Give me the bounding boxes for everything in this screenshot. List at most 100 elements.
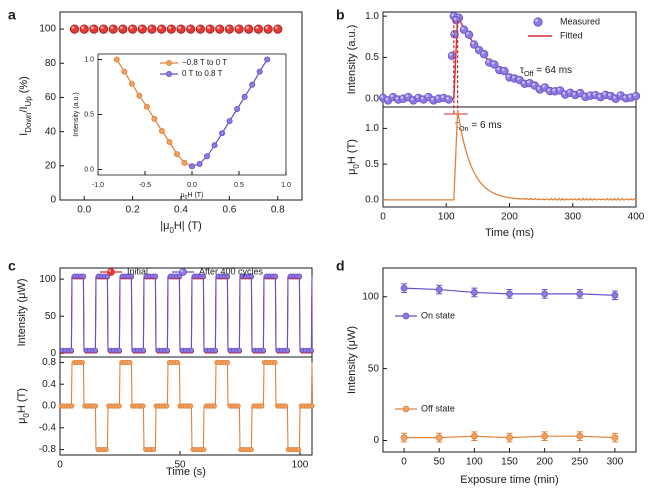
point-highlight (149, 26, 152, 30)
d-x-tick-label: 300 (607, 457, 624, 468)
point-highlight (430, 97, 434, 101)
point-highlight (537, 86, 540, 90)
c-field-point (248, 446, 254, 453)
b-top-y-tick-label: 0.0 (365, 93, 379, 104)
a-inset-point (234, 106, 241, 113)
point-highlight (395, 96, 399, 100)
point-highlight (633, 93, 636, 97)
point-highlight (453, 17, 457, 21)
d-y-tick-label: 50 (368, 363, 380, 374)
point-highlight (400, 96, 404, 99)
d-data-point (576, 432, 584, 440)
b-bottom-y-tick-label: 0.5 (365, 159, 379, 170)
point-highlight (562, 91, 566, 95)
a-inset-y-tick-label: 0.0 (84, 166, 94, 173)
b-x-tick-label: 0 (380, 212, 386, 223)
point-highlight (527, 80, 530, 84)
d-y-tick-label: 100 (362, 291, 379, 302)
a-inset-point (226, 118, 233, 125)
point-highlight (110, 26, 114, 30)
c-intensity-line-0 (60, 276, 313, 352)
point-highlight (108, 269, 111, 272)
point-highlight (516, 77, 520, 81)
c-intensity-point (296, 273, 302, 279)
d-data-point (541, 290, 549, 298)
point-highlight (265, 26, 269, 30)
a-inset-point (196, 160, 203, 167)
c-intensity-point (212, 347, 218, 353)
c-field-point (140, 403, 146, 409)
a-x-tick-label: 0.6 (222, 205, 236, 216)
point-highlight (532, 82, 535, 86)
d-data-point (435, 434, 443, 442)
c-intensity-point (68, 347, 75, 353)
c-intensity-point (128, 273, 134, 279)
a-ratio-point (79, 24, 89, 34)
d-x-tick-label: 50 (434, 457, 446, 468)
point-highlight (245, 26, 249, 30)
point-highlight (180, 269, 183, 272)
c-intensity-point (236, 347, 242, 353)
a-y-tick-label: 40 (45, 126, 57, 137)
point-highlight (557, 87, 561, 91)
b-top-y-tick-label: 0.5 (365, 52, 379, 63)
c-top-y-tick-label: 50 (45, 311, 57, 322)
panel-letter-d: d (336, 258, 345, 274)
d-legend-marker (402, 405, 410, 413)
d-data-point (506, 290, 513, 298)
a-ratio-point (244, 24, 254, 34)
point-highlight (425, 94, 429, 98)
point-highlight (446, 96, 449, 100)
c-intensity-point (260, 347, 266, 353)
point-highlight (522, 81, 525, 84)
a-inset-point (136, 92, 143, 99)
a-ratio-point (176, 24, 186, 34)
point-highlight (139, 26, 143, 30)
c-top-y-tick-label: 100 (39, 274, 56, 285)
point-highlight (71, 26, 75, 30)
point-highlight (587, 92, 591, 96)
point-highlight (451, 13, 454, 17)
a-legend-label: 0 T to 0.8 T (182, 69, 223, 78)
c-field-point (211, 403, 217, 409)
c-bottom-y-tick-label: 0.4 (42, 379, 56, 390)
a-ratio-point (98, 24, 109, 34)
c-field-point (174, 359, 180, 366)
panel-letter-b: b (336, 7, 345, 23)
c-intensity-line-1 (60, 275, 313, 351)
c-field-point (116, 403, 122, 409)
d-data-point (541, 432, 549, 440)
point-highlight (608, 93, 611, 97)
d-data-point (400, 284, 408, 292)
a-ratio-point (273, 24, 283, 34)
point-highlight (100, 26, 104, 30)
b-x-axis-label: Time (ms) (485, 227, 534, 239)
point-highlight (506, 74, 510, 78)
point-highlight (216, 26, 220, 30)
point-highlight (471, 41, 475, 45)
a-y-axis-label: IDown/IUp (%) (18, 76, 33, 136)
a-inset-x-tick-label: 0.0 (187, 182, 197, 189)
a-ratio-point (108, 24, 118, 34)
c-field-point (201, 446, 207, 453)
d-x-tick-label: 100 (466, 457, 483, 468)
a-ratio-point (263, 24, 273, 34)
c-field-point (272, 359, 278, 366)
point-highlight (481, 51, 485, 55)
a-ratio-point (186, 24, 196, 34)
d-data-point (611, 434, 619, 442)
a-ratio-point (215, 24, 225, 34)
c-field-point (187, 403, 194, 409)
point-highlight (274, 26, 278, 30)
c-field-point (151, 446, 157, 453)
b-measured-point (480, 50, 489, 59)
d-legend-marker (402, 312, 410, 320)
b-x-tick-label: 300 (564, 212, 581, 223)
b-field-line (383, 110, 637, 201)
d-data-point (400, 434, 408, 442)
a-ratio-point (166, 24, 176, 34)
point-highlight (436, 96, 439, 99)
c-x-tick-label: 50 (174, 460, 186, 471)
d-data-point (576, 290, 584, 298)
